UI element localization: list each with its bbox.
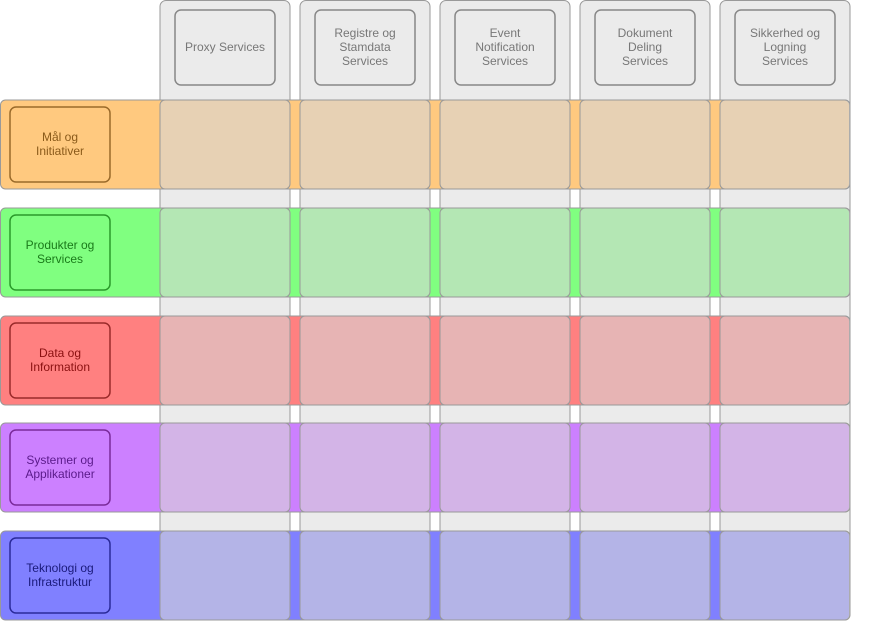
column-header-line: Services [762, 54, 808, 68]
cell [439, 99, 571, 190]
column-header-line: Deling [628, 40, 662, 54]
cell [299, 207, 431, 298]
column-header-line: Registre og [334, 26, 395, 40]
cell [719, 315, 851, 406]
column-header-line: Dokument [618, 26, 673, 40]
column-header-box [454, 9, 556, 86]
cell [299, 99, 431, 190]
column-header: Registre og Stamdata Services [334, 26, 395, 68]
cell [579, 99, 711, 190]
cell [439, 530, 571, 621]
cell [159, 99, 291, 190]
column-header: Proxy Services [185, 40, 265, 54]
column-header-line: Sikkerhed og [750, 26, 820, 40]
column [159, 0, 291, 620]
cell [299, 422, 431, 513]
column-header-line: Services [342, 54, 388, 68]
column [579, 0, 711, 620]
cell [299, 315, 431, 406]
cell [579, 422, 711, 513]
row-header-line: Infrastruktur [28, 575, 92, 589]
row-header-line: Applikationer [25, 467, 94, 481]
row-header: Produkter og Services [26, 238, 95, 266]
cell [439, 207, 571, 298]
row-header-box [9, 537, 111, 614]
row-header-line: Systemer og [26, 453, 93, 467]
cell [439, 315, 571, 406]
column-header-box [314, 9, 416, 86]
column [299, 0, 431, 620]
cell [579, 315, 711, 406]
row-header-line: Information [30, 360, 90, 374]
cell [719, 422, 851, 513]
column-header-box [174, 9, 276, 86]
column-header-box [734, 9, 836, 86]
row-header: Teknologi og Infrastruktur [26, 561, 93, 589]
cell [159, 207, 291, 298]
column-header: Dokument Deling Services [618, 26, 673, 68]
row-header: Data og Information [30, 346, 90, 374]
row-header: Mål og Initiativer [36, 130, 84, 158]
row-header-line: Data og [39, 346, 81, 360]
column-header-line: Services [482, 54, 528, 68]
column-header-line: Stamdata [339, 40, 391, 54]
column [439, 0, 571, 620]
row-header-box [9, 214, 111, 291]
column-header: Sikkerhed og Logning Services [750, 26, 820, 68]
row-header: Systemer og Applikationer [25, 453, 94, 481]
column-header-line: Logning [764, 40, 807, 54]
row-header-box [9, 322, 111, 399]
column-header-box [594, 9, 696, 86]
row-header-line: Initiativer [36, 144, 84, 158]
row-header-line: Services [37, 252, 83, 266]
cell [159, 422, 291, 513]
row-header-line: Teknologi og [26, 561, 93, 575]
column-header-line: Notification [475, 40, 534, 54]
cell [579, 530, 711, 621]
row-header-line: Produkter og [26, 238, 95, 252]
row-header-line: Mål og [42, 130, 78, 144]
cell [719, 207, 851, 298]
row-header-box [9, 429, 111, 506]
column-header-line: Proxy Services [185, 40, 265, 54]
cell [719, 530, 851, 621]
cell [159, 530, 291, 621]
cell [439, 422, 571, 513]
row-header-box [9, 106, 111, 183]
cell [579, 207, 711, 298]
column-header-line: Event [490, 26, 521, 40]
cell [159, 315, 291, 406]
column-header-line: Services [622, 54, 668, 68]
column-header: Event Notification Services [475, 26, 534, 68]
column [719, 0, 851, 620]
cell [719, 99, 851, 190]
cell [299, 530, 431, 621]
